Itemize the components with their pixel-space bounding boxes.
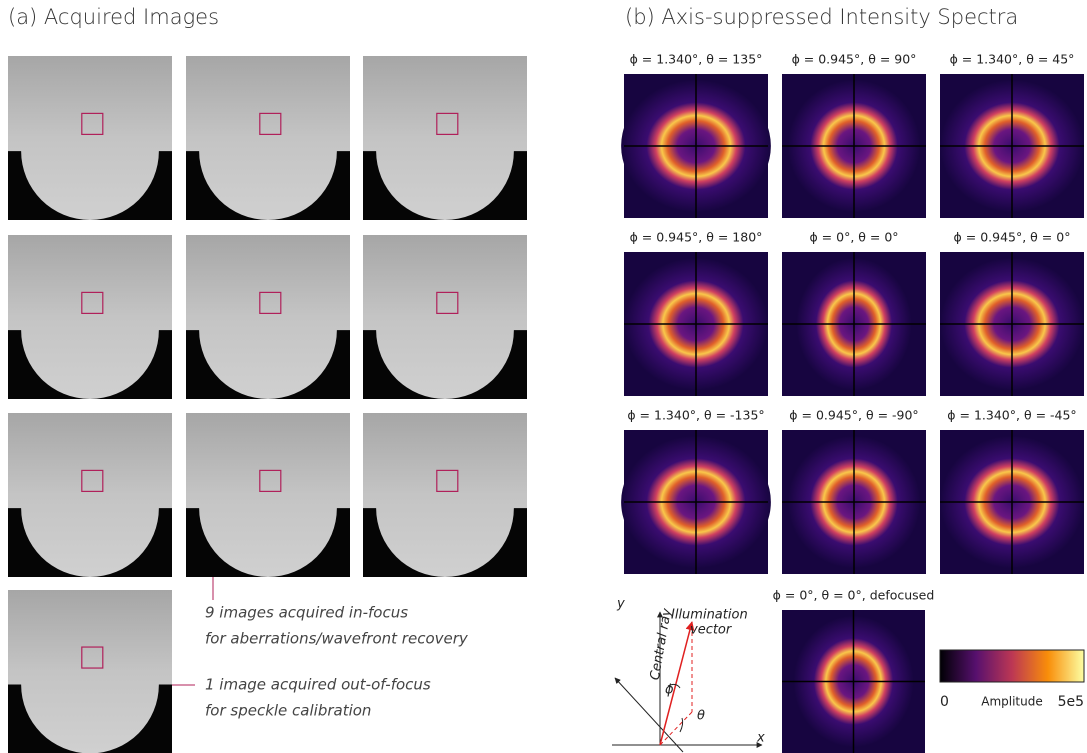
spectrum-label: ϕ = 1.340°, θ = 135° bbox=[630, 52, 763, 67]
spectrum bbox=[782, 610, 925, 753]
spectrum-label: ϕ = 0°, θ = 0° bbox=[809, 230, 898, 245]
annotation: for aberrations/wavefront recovery bbox=[205, 630, 469, 648]
spectrum bbox=[940, 252, 1084, 396]
colorbar-min: 0 bbox=[940, 694, 949, 710]
geometry-diagram: y x Central ray Illumination vector ϕ θ bbox=[612, 597, 765, 753]
acquired-image bbox=[363, 235, 527, 399]
acquired-image bbox=[8, 56, 172, 220]
angle-arc bbox=[680, 718, 683, 732]
spectrum bbox=[621, 74, 771, 218]
colorbar-label: Amplitude bbox=[981, 695, 1043, 709]
spectrum-label: ϕ = 1.340°, θ = -135° bbox=[627, 408, 764, 423]
panel-a-title: (a) Acquired Images bbox=[8, 5, 219, 29]
spectrum-label: ϕ = 1.340°, θ = -45° bbox=[947, 408, 1076, 423]
acquired-image bbox=[186, 413, 350, 577]
acquired-image bbox=[8, 413, 172, 577]
spectrum bbox=[782, 74, 926, 218]
spectrum bbox=[782, 252, 926, 396]
spectrum-label: ϕ = 0.945°, θ = 0° bbox=[954, 230, 1071, 245]
vector-label: Illumination bbox=[671, 608, 748, 623]
acquired-image bbox=[8, 235, 172, 399]
spectrum bbox=[624, 252, 768, 396]
acquired-image bbox=[363, 413, 527, 577]
theta-label: θ bbox=[697, 709, 705, 724]
acquired-image bbox=[186, 56, 350, 220]
spectrum-label: ϕ = 0.945°, θ = -90° bbox=[789, 408, 918, 423]
spectrum-label: ϕ = 0.945°, θ = 180° bbox=[630, 230, 763, 245]
acquired-image bbox=[363, 56, 527, 220]
annotation: 1 image acquired out-of-focus bbox=[205, 676, 431, 694]
spectrum-label: ϕ = 1.340°, θ = 45° bbox=[950, 52, 1075, 67]
spectrum-label: ϕ = 0°, θ = 0°, defocused bbox=[773, 588, 935, 603]
figure: (a) Acquired Images (b) Axis-suppressed … bbox=[0, 0, 1087, 753]
acquired-image bbox=[8, 590, 172, 753]
annotation: for speckle calibration bbox=[205, 702, 371, 720]
spectrum bbox=[940, 430, 1084, 574]
spectrum bbox=[782, 430, 926, 574]
colorbar bbox=[940, 650, 1084, 682]
annotation: 9 images acquired in-focus bbox=[205, 604, 408, 622]
spectrum bbox=[621, 430, 771, 574]
spectrum-label: ϕ = 0.945°, θ = 90° bbox=[792, 52, 917, 67]
vector-label: vector bbox=[690, 623, 733, 638]
colorbar-max: 5e5 bbox=[1058, 694, 1084, 710]
axis-label: x bbox=[756, 731, 765, 746]
acquired-image bbox=[186, 235, 350, 399]
panel-b-title: (b) Axis-suppressed Intensity Spectra bbox=[625, 5, 1018, 29]
phi-label: ϕ bbox=[665, 683, 674, 698]
axis-label: y bbox=[616, 597, 625, 612]
spectrum bbox=[940, 74, 1084, 218]
